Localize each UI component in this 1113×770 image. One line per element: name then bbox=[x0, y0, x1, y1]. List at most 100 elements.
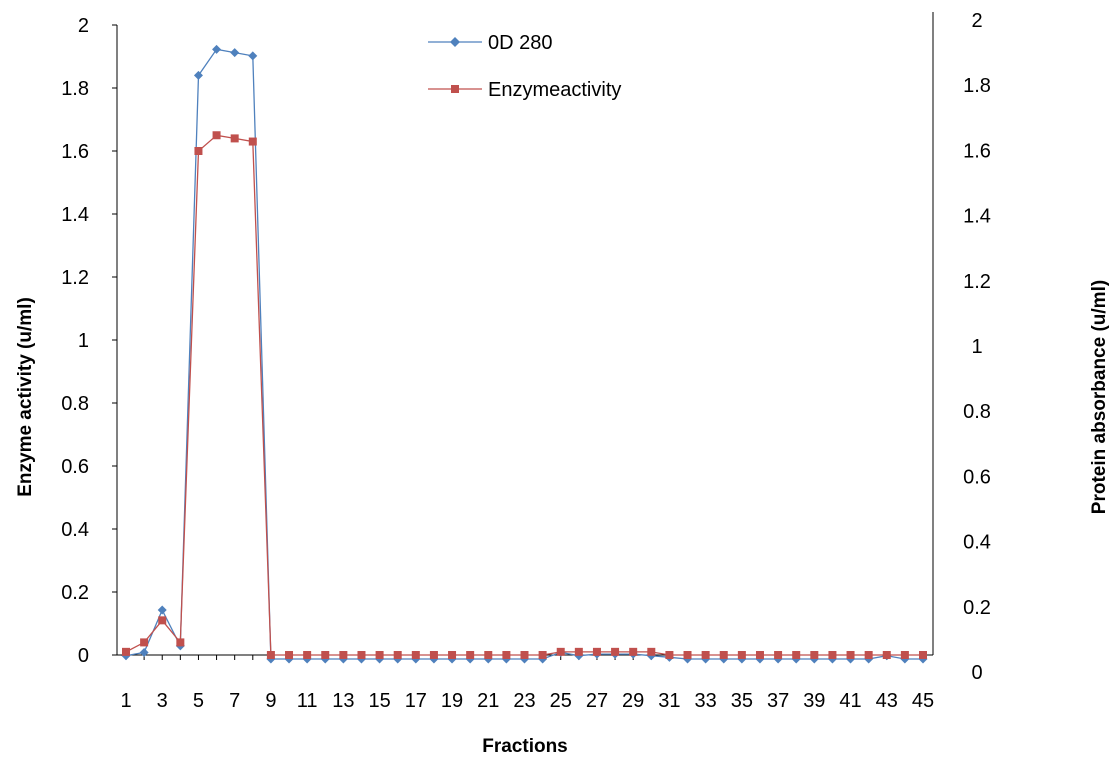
data-point-od280 bbox=[193, 70, 203, 80]
data-point-od280 bbox=[139, 647, 149, 657]
data-point-enzyme-activity bbox=[574, 647, 583, 656]
right-tick-label: 1.4 bbox=[963, 206, 991, 228]
x-tick-label: 13 bbox=[332, 690, 354, 712]
data-point-enzyme-activity bbox=[429, 651, 438, 659]
data-point-enzyme-activity bbox=[701, 651, 710, 659]
x-tick-label: 21 bbox=[477, 690, 499, 712]
right-tick-label: 1.6 bbox=[963, 140, 991, 162]
data-point-enzyme-activity bbox=[846, 651, 855, 659]
data-point-enzyme-activity bbox=[774, 651, 783, 659]
data-point-enzyme-activity bbox=[538, 651, 547, 659]
left-tick-label: 2 bbox=[78, 15, 89, 37]
data-point-enzyme-activity bbox=[321, 651, 330, 659]
x-tick-label: 3 bbox=[157, 690, 168, 712]
data-point-enzyme-activity bbox=[140, 638, 149, 647]
left-tick-label: 0.4 bbox=[61, 519, 89, 541]
data-point-enzyme-activity bbox=[339, 651, 348, 659]
x-tick-label: 35 bbox=[731, 690, 753, 712]
x-tick-label: 15 bbox=[368, 690, 390, 712]
x-tick-label: 43 bbox=[876, 690, 898, 712]
x-tick-label: 17 bbox=[405, 690, 427, 712]
legend-marker-od280 bbox=[450, 37, 460, 47]
x-tick-label: 25 bbox=[550, 690, 572, 712]
data-point-enzyme-activity bbox=[556, 647, 565, 656]
data-point-enzyme-activity bbox=[611, 647, 620, 656]
left-tick-label: 1.2 bbox=[61, 267, 89, 289]
data-point-enzyme-activity bbox=[828, 651, 837, 659]
x-tick-label: 5 bbox=[193, 690, 204, 712]
data-point-enzyme-activity bbox=[864, 651, 873, 659]
data-point-enzyme-activity bbox=[230, 134, 239, 143]
x-tick-label: 33 bbox=[695, 690, 717, 712]
x-tick-label: 29 bbox=[622, 690, 644, 712]
right-tick-label: 0.6 bbox=[963, 466, 991, 488]
left-tick-label: 1.4 bbox=[61, 204, 89, 226]
data-point-enzyme-activity bbox=[303, 651, 312, 659]
data-point-enzyme-activity bbox=[194, 147, 203, 155]
right-tick-label: 0.4 bbox=[963, 532, 991, 554]
x-tick-label: 1 bbox=[120, 690, 131, 712]
data-point-enzyme-activity bbox=[810, 651, 819, 659]
left-tick-label: 0.6 bbox=[61, 456, 89, 478]
data-point-enzyme-activity bbox=[882, 651, 891, 659]
x-tick-label: 41 bbox=[839, 690, 861, 712]
left-tick-label: 0.2 bbox=[61, 582, 89, 604]
data-point-enzyme-activity bbox=[900, 651, 909, 659]
series-enzyme-activity bbox=[122, 131, 927, 659]
legend: 0D 280 Enzymeactivity bbox=[428, 32, 621, 101]
x-tick-label: 7 bbox=[229, 690, 240, 712]
data-point-od280 bbox=[157, 605, 167, 615]
data-point-enzyme-activity bbox=[919, 651, 927, 659]
legend-marker-enzyme bbox=[451, 85, 459, 93]
data-point-enzyme-activity bbox=[375, 651, 384, 659]
right-tick-label: 1 bbox=[971, 336, 982, 358]
data-point-enzyme-activity bbox=[502, 651, 511, 659]
legend-label-od280: 0D 280 bbox=[488, 32, 553, 54]
left-tick-label: 1.6 bbox=[61, 141, 89, 163]
data-point-enzyme-activity bbox=[176, 638, 185, 647]
x-tick-label: 27 bbox=[586, 690, 608, 712]
data-point-enzyme-activity bbox=[629, 647, 638, 656]
data-point-enzyme-activity bbox=[122, 647, 130, 656]
data-point-enzyme-activity bbox=[683, 651, 692, 659]
x-tick-label: 37 bbox=[767, 690, 789, 712]
data-point-enzyme-activity bbox=[212, 131, 221, 140]
left-axis-title: Enzyme activity (u/ml) bbox=[15, 297, 36, 497]
x-axis-title: Fractions bbox=[482, 736, 568, 757]
data-point-enzyme-activity bbox=[484, 651, 493, 659]
data-point-enzyme-activity bbox=[411, 651, 420, 659]
left-tick-label: 1.8 bbox=[61, 78, 89, 100]
data-point-enzyme-activity bbox=[158, 616, 167, 625]
x-tick-label: 11 bbox=[297, 690, 318, 712]
data-point-enzyme-activity bbox=[466, 651, 475, 659]
x-tick-label: 31 bbox=[658, 690, 680, 712]
data-point-enzyme-activity bbox=[737, 651, 746, 659]
right-tick-label: 1.2 bbox=[963, 271, 991, 293]
left-tick-label: 1 bbox=[78, 330, 89, 352]
legend-label-enzyme: Enzymeactivity bbox=[488, 79, 621, 101]
data-point-enzyme-activity bbox=[393, 651, 402, 659]
x-tick-label: 9 bbox=[265, 690, 276, 712]
left-tick-label: 0.8 bbox=[61, 393, 89, 415]
data-point-enzyme-activity bbox=[755, 651, 764, 659]
right-axis-title: Protein absorbance (u/ml) bbox=[1089, 280, 1110, 514]
series-od280 bbox=[121, 44, 928, 664]
x-tick-label: 23 bbox=[513, 690, 535, 712]
data-point-enzyme-activity bbox=[266, 651, 275, 659]
data-point-enzyme-activity bbox=[719, 651, 728, 659]
right-tick-label: 2 bbox=[971, 10, 982, 32]
data-point-enzyme-activity bbox=[248, 137, 257, 146]
right-tick-label: 1.8 bbox=[963, 75, 991, 97]
data-point-enzyme-activity bbox=[285, 651, 294, 659]
data-point-enzyme-activity bbox=[448, 651, 457, 659]
series-layer bbox=[121, 44, 928, 664]
data-point-enzyme-activity bbox=[520, 651, 529, 659]
data-point-od280 bbox=[230, 48, 240, 58]
data-point-enzyme-activity bbox=[665, 651, 674, 659]
data-point-od280 bbox=[248, 51, 258, 61]
series-line-enzyme-activity bbox=[125, 134, 923, 656]
left-tick-label: 0 bbox=[78, 645, 89, 667]
data-point-od280 bbox=[212, 44, 222, 54]
